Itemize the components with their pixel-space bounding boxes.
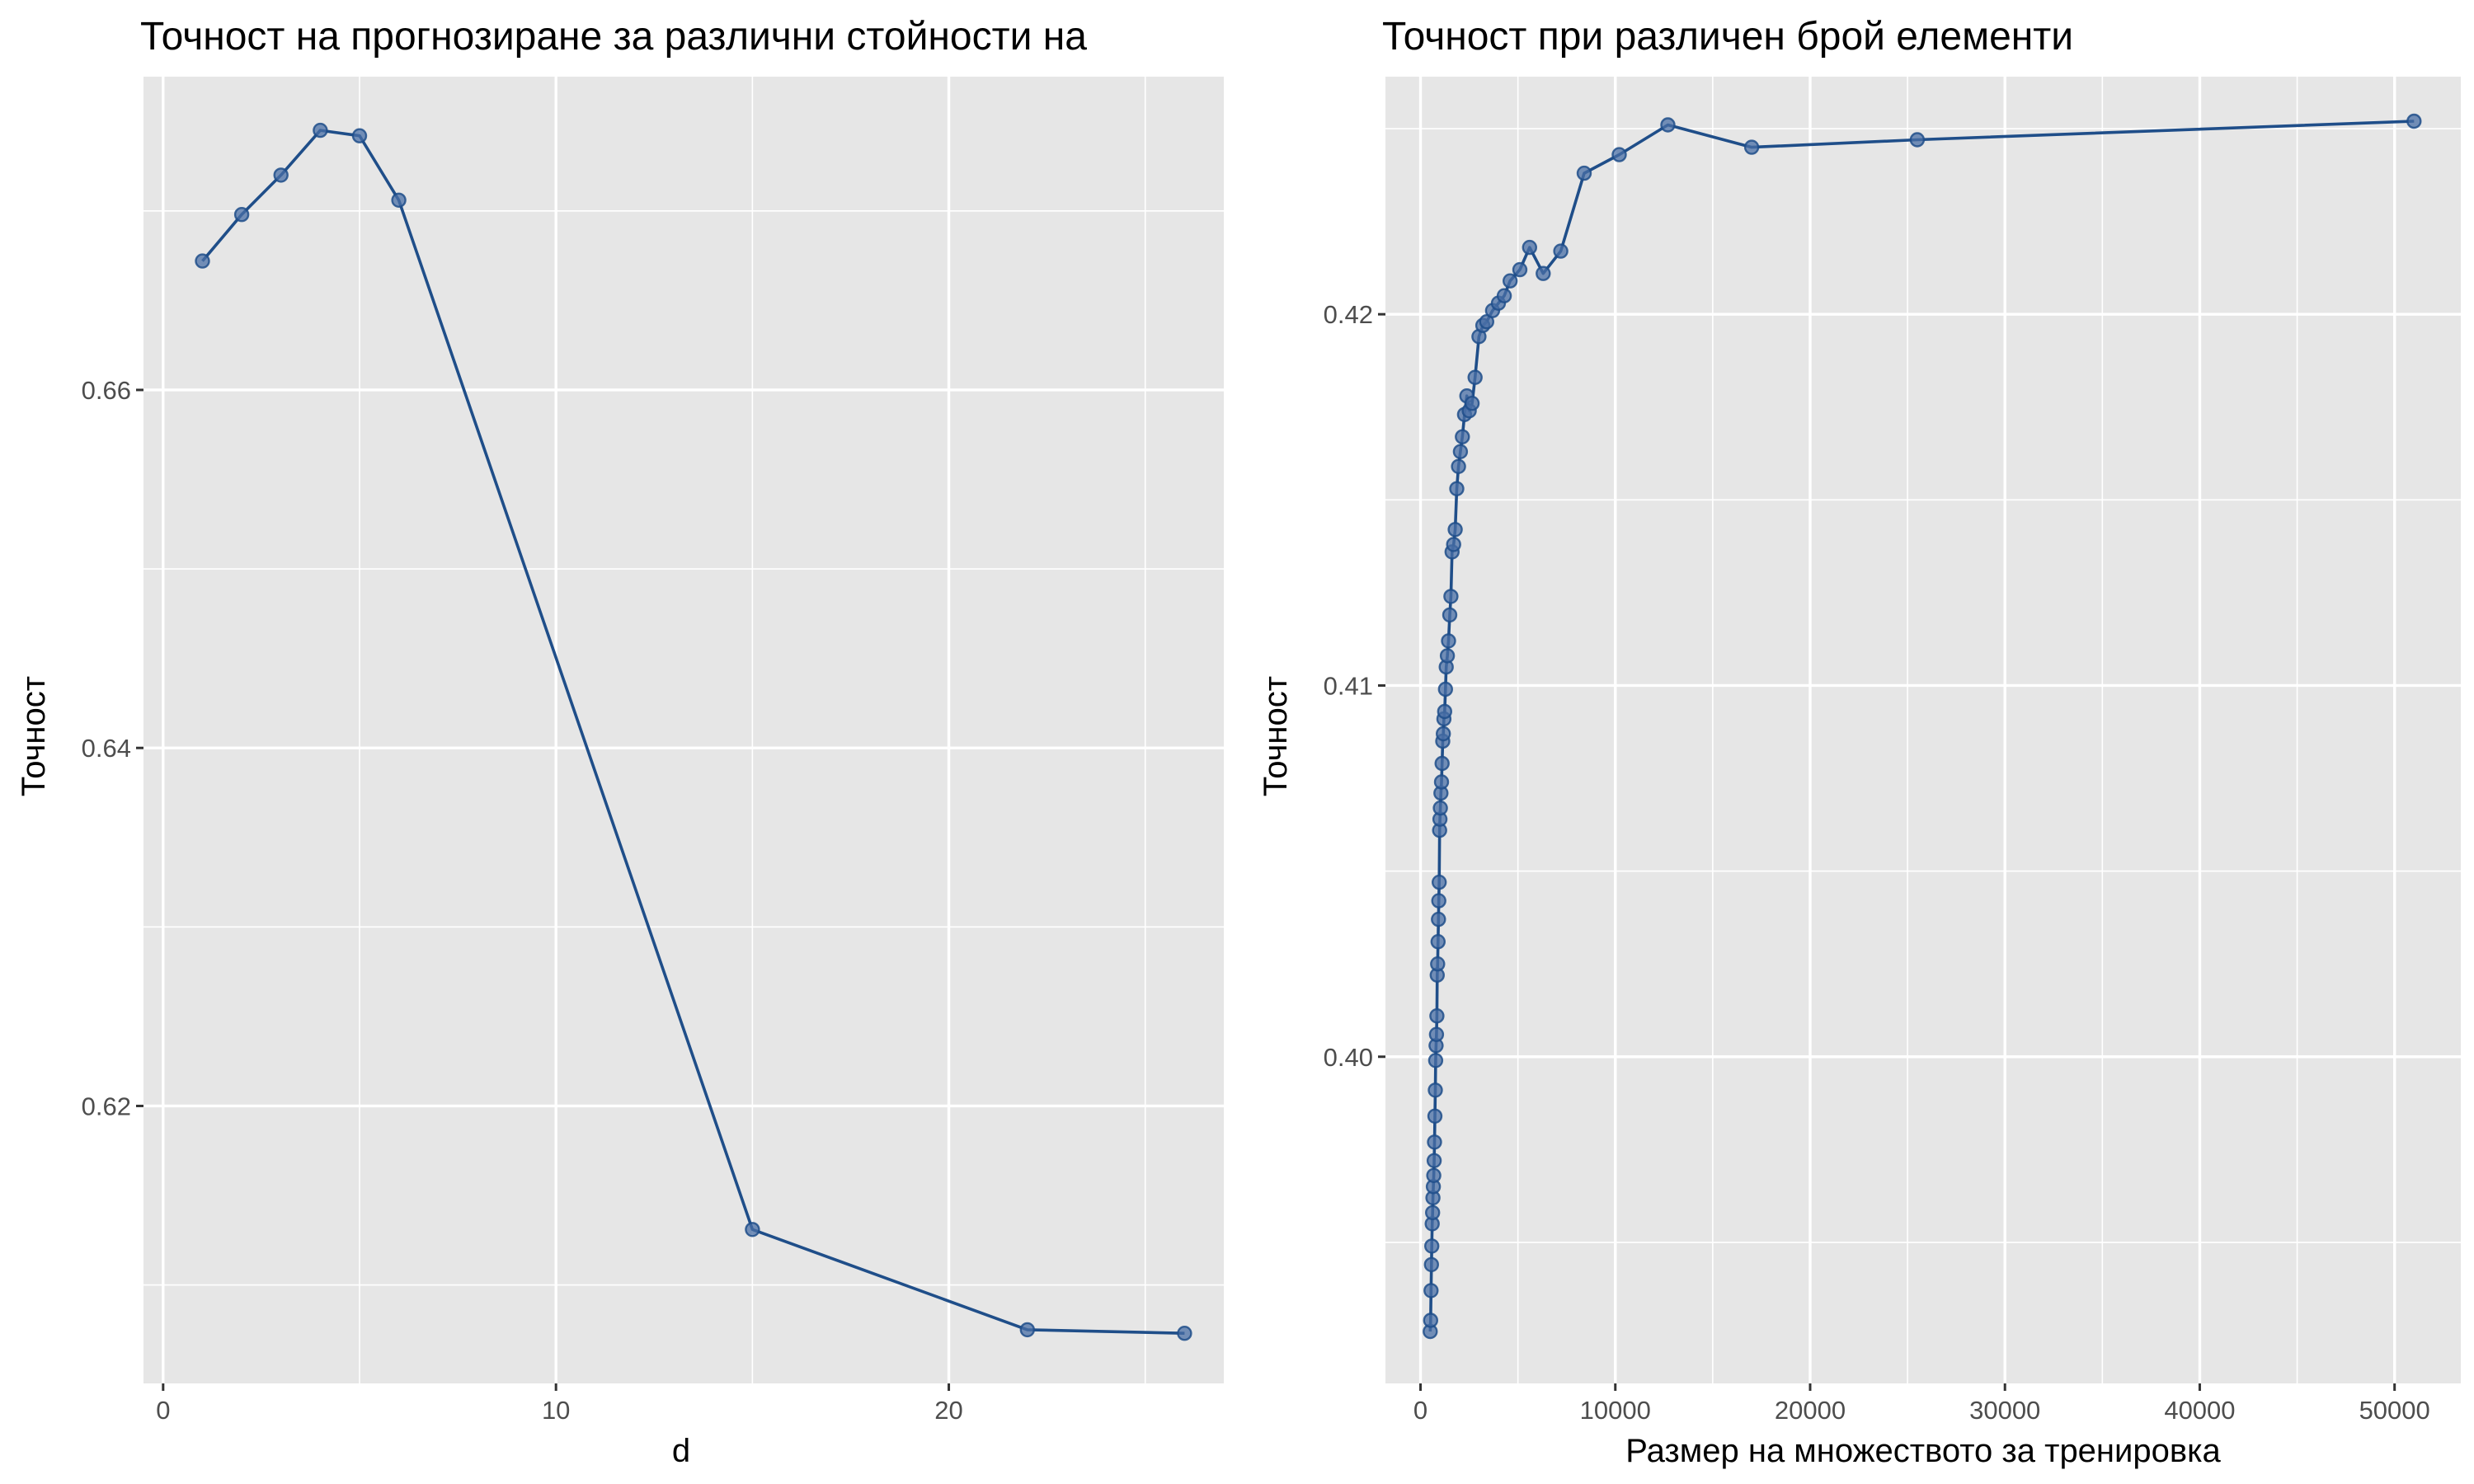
data-point [1427, 1053, 1444, 1068]
data-point [2406, 113, 2422, 129]
panel-background [143, 77, 1224, 1383]
data-point [1433, 774, 1450, 790]
data-point [1426, 1153, 1442, 1169]
data-point [1427, 1108, 1443, 1125]
x-tick-label: 50000 [2359, 1396, 2430, 1425]
data-point [1431, 911, 1446, 928]
data-point [1430, 956, 1446, 972]
data-point [1442, 607, 1458, 623]
data-point [1423, 1238, 1440, 1254]
y-tick-label: 0.64 [82, 734, 131, 763]
chart-title: Точност при различен брой елементи [1382, 15, 2073, 59]
data-point [1423, 1313, 1439, 1328]
data-point [1424, 1205, 1441, 1221]
data-point [233, 207, 250, 223]
data-point [1177, 1325, 1192, 1341]
data-point [1909, 132, 1926, 148]
x-tick-label: 30000 [1969, 1396, 2040, 1425]
data-point [745, 1222, 760, 1237]
panel-background [1385, 77, 2461, 1383]
data-point [1522, 239, 1538, 256]
data-point [1611, 147, 1627, 162]
data-point [1432, 800, 1448, 816]
x-tick-label: 10000 [1580, 1396, 1651, 1425]
data-point [1441, 633, 1456, 649]
data-point [1660, 117, 1676, 133]
data-point [195, 253, 210, 269]
chart-title: Точност на прогнозиране за различни стой… [140, 15, 1087, 59]
y-tick-label: 0.62 [82, 1092, 131, 1120]
x-axis-title: d [672, 1433, 690, 1469]
data-point [1434, 755, 1450, 772]
y-tick-label: 0.41 [1324, 671, 1373, 700]
data-point [1512, 261, 1528, 278]
data-point [351, 128, 368, 143]
data-point [1455, 429, 1470, 444]
data-point [1423, 1283, 1439, 1298]
data-point [1743, 139, 1760, 155]
x-tick-label: 10 [542, 1396, 570, 1425]
data-point [1019, 1322, 1036, 1338]
x-axis-title: Размер на множеството за тренировка [1625, 1433, 2221, 1469]
y-axis-title: Точност [1258, 676, 1294, 796]
data-point [1452, 444, 1469, 459]
data-point [313, 122, 328, 139]
data-point [1429, 1007, 1445, 1024]
data-point [1496, 288, 1512, 303]
y-tick-label: 0.42 [1324, 300, 1373, 329]
data-point [1447, 522, 1463, 538]
data-point [391, 192, 407, 209]
data-point [1502, 273, 1518, 289]
plot-area: 0.40 0.41 0.42 0 10000 20000 30000 40000 50000 [1324, 77, 2461, 1425]
data-point [1467, 369, 1483, 385]
x-tick-label: 20000 [1775, 1396, 1846, 1425]
data-point [1427, 1082, 1443, 1098]
data-point [1443, 589, 1459, 604]
data-point [273, 167, 289, 183]
data-point [1446, 537, 1461, 552]
y-tick-label: 0.66 [82, 376, 131, 405]
data-point [1426, 1167, 1442, 1184]
data-point [1449, 481, 1465, 496]
data-point [1439, 648, 1456, 664]
x-tick-label: 20 [934, 1396, 962, 1425]
x-tick-label: 40000 [2164, 1396, 2235, 1425]
data-point [1576, 165, 1592, 181]
x-tick-label: 0 [156, 1396, 170, 1425]
data-point [1451, 458, 1466, 474]
y-tick-label: 0.40 [1324, 1043, 1373, 1072]
data-point [1423, 1256, 1440, 1273]
chart-panel-d: 0.62 0.64 0.66 0 10 20 Точност на прогнозиране… [16, 15, 1224, 1469]
data-point [1536, 265, 1551, 281]
data-point [1431, 874, 1447, 890]
data-point [1437, 703, 1453, 720]
x-tick-label: 0 [1413, 1396, 1427, 1425]
chart-panel-training-size: 0.40 0.41 0.42 0 10000 20000 30000 40000 50000 То… [1258, 15, 2461, 1469]
data-point [1553, 243, 1569, 259]
data-point [1427, 1134, 1442, 1150]
y-axis-title: Точност [16, 676, 52, 796]
data-point [1430, 933, 1446, 950]
data-point [1431, 893, 1446, 909]
data-point [1464, 396, 1480, 411]
plot-area: 0.62 0.64 0.66 0 10 20 [82, 77, 1224, 1425]
data-point [1437, 681, 1454, 697]
data-point [1435, 726, 1451, 742]
data-point [1428, 1026, 1445, 1042]
